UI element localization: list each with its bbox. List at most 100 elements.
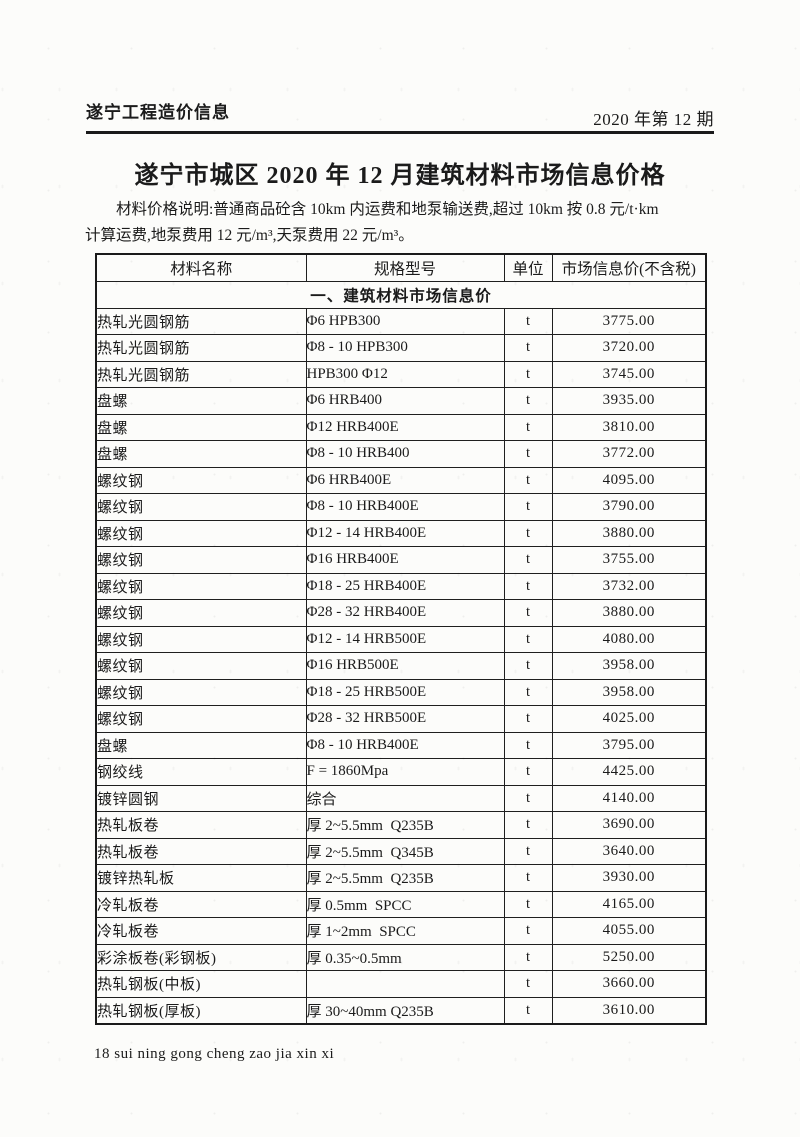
table-row: 螺纹钢 Φ28 - 32 HRB400E t 3880.00: [95, 599, 707, 627]
table-cell: Φ8 - 10 HRB400E: [305, 493, 505, 521]
table-cell: 3880.00: [551, 599, 707, 627]
table-row: 镀锌圆钢 综合 t 4140.00: [95, 784, 707, 812]
table-cell: 厚 30~40mm Q235B: [305, 996, 505, 1025]
column-header-material: 材料名称: [95, 253, 307, 282]
table-cell: 热轧光圆钢筋: [95, 307, 307, 335]
table-cell: 螺纹钢: [95, 599, 307, 627]
table-cell: t: [503, 917, 553, 945]
price-note-line: 计算运费,地泵费用 12 元/m³,天泵费用 22 元/m³。: [85, 227, 414, 244]
table-cell: 3810.00: [551, 413, 707, 441]
table-cell: 4140.00: [551, 784, 707, 812]
table-cell: 盘螺: [95, 731, 307, 759]
table-row: 螺纹钢 Φ12 - 14 HRB400E t 3880.00: [95, 519, 707, 547]
table-cell: t: [503, 784, 553, 812]
table-cell: 3958.00: [551, 652, 707, 680]
table-cell: 4025.00: [551, 705, 707, 733]
table-row: 螺纹钢 Φ18 - 25 HRB500E t 3958.00: [95, 678, 707, 706]
table-cell: 4425.00: [551, 758, 707, 786]
table-cell: t: [503, 599, 553, 627]
table-row: 螺纹钢 Φ12 - 14 HRB500E t 4080.00: [95, 625, 707, 653]
table-cell: Φ8 - 10 HRB400: [305, 440, 505, 468]
table-cell: 热轧板卷: [95, 811, 307, 839]
table-cell: 热轧钢板(厚板): [95, 996, 307, 1025]
table-cell: Φ6 HRB400: [305, 387, 505, 415]
table-cell: t: [503, 758, 553, 786]
table-cell: 螺纹钢: [95, 466, 307, 494]
table-cell: 3610.00: [551, 996, 707, 1025]
table-cell: 3790.00: [551, 493, 707, 521]
table-cell: 盘螺: [95, 413, 307, 441]
table-cell: 3935.00: [551, 387, 707, 415]
table-row: 螺纹钢 Φ18 - 25 HRB400E t 3732.00: [95, 572, 707, 600]
table-cell: Φ8 - 10 HPB300: [305, 334, 505, 362]
table-cell: Φ16 HRB400E: [305, 546, 505, 574]
table-cell: Φ18 - 25 HRB500E: [305, 678, 505, 706]
section-title: 一、建筑材料市场信息价: [95, 281, 707, 309]
table-cell: 厚 2~5.5mm Q235B: [305, 811, 505, 839]
table-row: 螺纹钢 Φ16 HRB500E t 3958.00: [95, 652, 707, 680]
table-cell: t: [503, 546, 553, 574]
table-cell: 热轧光圆钢筋: [95, 360, 307, 388]
table-cell: 3640.00: [551, 837, 707, 865]
table-cell: 4165.00: [551, 890, 707, 918]
table-cell: 热轧板卷: [95, 837, 307, 865]
table-body: 一、建筑材料市场信息价 热轧光圆钢筋 Φ6 HPB300 t 3775.00 热轧光圆钢…: [95, 281, 707, 1025]
table-cell: t: [503, 652, 553, 680]
table-cell: 盘螺: [95, 387, 307, 415]
table-cell: 3775.00: [551, 307, 707, 335]
table-cell: HPB300 Φ12: [305, 360, 505, 388]
section-row: 一、建筑材料市场信息价: [95, 281, 707, 309]
table-row: 热轧板卷厚 2~5.5mm Q235B t 3690.00: [95, 811, 707, 839]
table-row: 盘螺 Φ12 HRB400E t 3810.00: [95, 413, 707, 441]
table-cell: Φ8 - 10 HRB400E: [305, 731, 505, 759]
column-header-spec: 规格型号: [305, 253, 505, 282]
issue-number: 2020 年第 12 期: [593, 110, 714, 129]
table-cell: 3690.00: [551, 811, 707, 839]
table-row: 螺纹钢 Φ6 HRB400E t 4095.00: [95, 466, 707, 494]
table-cell: t: [503, 625, 553, 653]
table-cell: t: [503, 572, 553, 600]
table-cell: 螺纹钢: [95, 546, 307, 574]
table-cell: t: [503, 890, 553, 918]
table-header: 材料名称 规格型号 单位 市场信息价(不含税): [95, 253, 707, 282]
table-cell: 螺纹钢: [95, 652, 307, 680]
table-cell: Φ12 HRB400E: [305, 413, 505, 441]
table-cell: 3660.00: [551, 970, 707, 998]
page-title: 遂宁市城区 2020 年 12 月建筑材料市场信息价格: [134, 163, 666, 189]
table-cell: t: [503, 970, 553, 998]
table-row: 螺纹钢 Φ16 HRB400E t 3755.00: [95, 546, 707, 574]
table-cell: Φ6 HPB300: [305, 307, 505, 335]
table-cell: t: [503, 705, 553, 733]
table-cell: 4055.00: [551, 917, 707, 945]
table-row: 热轧光圆钢筋 HPB300 Φ12 t 3745.00: [95, 360, 707, 388]
table-cell: Φ6 HRB400E: [305, 466, 505, 494]
table-cell: Φ12 - 14 HRB400E: [305, 519, 505, 547]
table-cell: 螺纹钢: [95, 705, 307, 733]
table-cell: 冷轧板卷: [95, 890, 307, 918]
table-cell: 4095.00: [551, 466, 707, 494]
table-cell: t: [503, 731, 553, 759]
table-cell: t: [503, 466, 553, 494]
table-cell: 螺纹钢: [95, 572, 307, 600]
table-cell: t: [503, 864, 553, 892]
table-row: 热轧板卷厚 2~5.5mm Q345B t 3640.00: [95, 837, 707, 865]
table-cell: 3880.00: [551, 519, 707, 547]
table-cell: 热轧钢板(中板): [95, 970, 307, 998]
column-header-unit: 单位: [503, 253, 553, 282]
table-cell: 螺纹钢: [95, 493, 307, 521]
table-row: 盘螺 Φ8 - 10 HRB400E t 3795.00: [95, 731, 707, 759]
table-cell: t: [503, 413, 553, 441]
table-cell: t: [503, 334, 553, 362]
table-cell: Φ16 HRB500E: [305, 652, 505, 680]
column-header-price: 市场信息价(不含税): [551, 253, 707, 282]
table-row: 热轧钢板(中板) t 3660.00: [95, 970, 707, 998]
table-cell: t: [503, 678, 553, 706]
page-header: 遂宁工程造价信息 2020 年第 12 期: [86, 100, 714, 134]
table-cell: 5250.00: [551, 943, 707, 971]
table-row: 热轧光圆钢筋 Φ6 HPB300 t 3775.00: [95, 307, 707, 335]
table-cell: [305, 970, 505, 998]
table-cell: t: [503, 943, 553, 971]
table-cell: t: [503, 811, 553, 839]
table-cell: 3795.00: [551, 731, 707, 759]
price-table: 材料名称 规格型号 单位 市场信息价(不含税) 一、建筑材料市场信息价 热轧光圆…: [95, 253, 707, 1025]
